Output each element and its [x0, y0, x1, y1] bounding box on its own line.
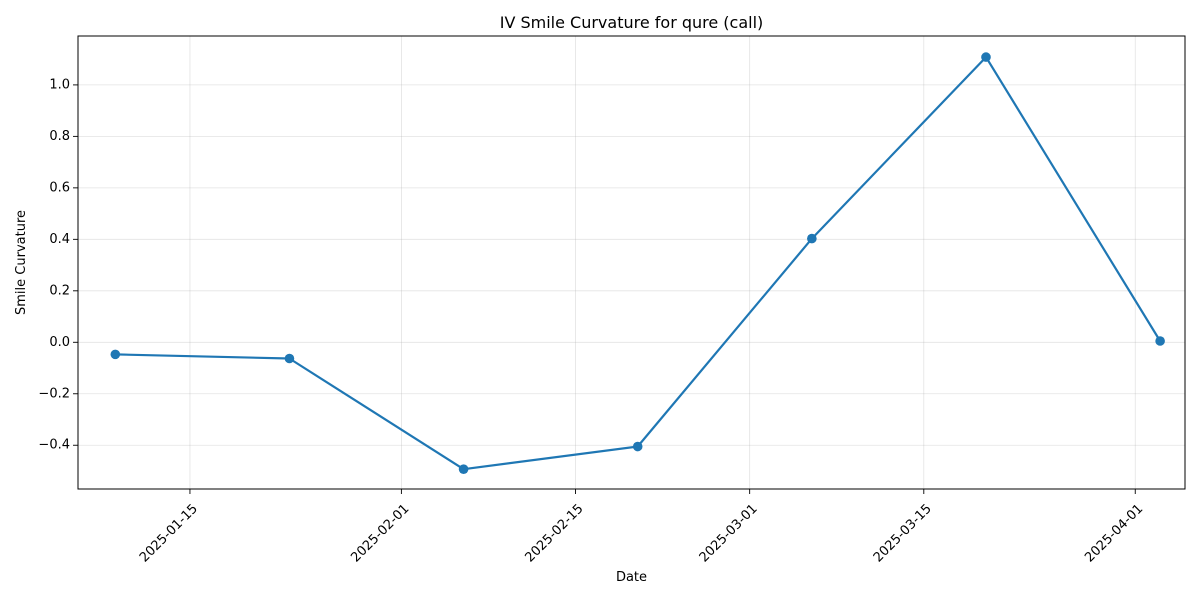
data-point: [284, 353, 295, 364]
y-axis: −0.4 −0.2 0.0 0.2 0.4 0.6 0.8 1.0: [38, 77, 78, 453]
y-tick-label: 0.6: [49, 180, 70, 195]
series-layer: [110, 52, 1165, 474]
data-point: [807, 233, 817, 244]
x-tick-label: 2025-04-01: [1082, 501, 1146, 565]
y-axis-label: Smile Curvature: [14, 210, 29, 315]
x-tick-label: 2025-02-01: [348, 501, 412, 565]
plot-frame: [77, 35, 1186, 490]
x-axis: 2025-01-15 2025-02-01 2025-02-15 2025-03-01…: [137, 489, 1146, 565]
y-tick-label: −0.2: [38, 386, 70, 401]
x-tick-label: 2025-03-15: [871, 501, 935, 565]
x-axis-label: Date: [616, 570, 647, 585]
series-line: [114, 55, 1162, 471]
chart-title: IV Smile Curvature for qure (call): [500, 13, 764, 32]
data-point: [632, 441, 643, 452]
y-tick-label: 1.0: [49, 77, 70, 92]
data-point: [981, 52, 991, 62]
data-point: [110, 349, 121, 360]
y-tick-label: 0.4: [49, 232, 70, 247]
data-point: [1155, 336, 1165, 346]
x-tick-label: 2025-01-15: [137, 501, 201, 565]
y-tick-label: −0.4: [38, 438, 70, 453]
grid: [78, 36, 1185, 489]
data-point: [458, 464, 469, 474]
y-tick-label: 0.8: [49, 129, 70, 144]
y-tick-label: 0.0: [49, 335, 70, 350]
x-tick-label: 2025-02-15: [523, 501, 587, 565]
x-tick-label: 2025-03-01: [697, 501, 761, 565]
y-tick-label: 0.2: [49, 283, 70, 298]
